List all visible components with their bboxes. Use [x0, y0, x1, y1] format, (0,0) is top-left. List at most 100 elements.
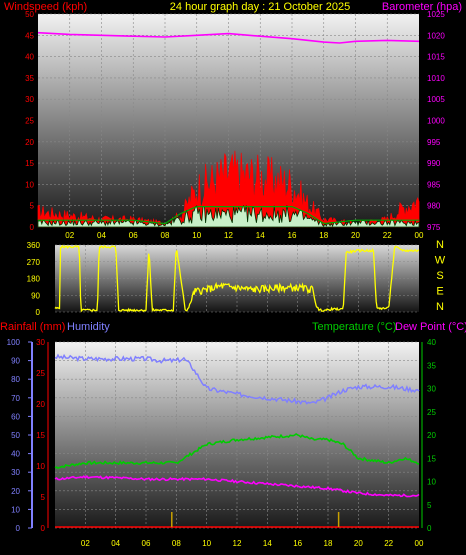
humidity-series-line — [54, 353, 420, 406]
rainfall-y-tick-label: 5 — [41, 493, 46, 502]
wind-axis-title: Windspeed (kph) — [4, 1, 87, 13]
wind-y-ticks: 0 5 10 15 20 25 30 35 40 45 50 — [25, 10, 34, 232]
pressure-y-tick-label: 1000 — [427, 117, 445, 126]
pressure-series-line — [37, 31, 420, 44]
humidity-y-tick-label: 30 — [11, 468, 20, 477]
direction-y-ticks: 0 90 180 270 360 — [27, 241, 41, 317]
pressure-y-tick-label: 985 — [427, 180, 441, 189]
humidity-y-tick-label: 90 — [11, 357, 20, 366]
temperature-x-tick-label: 20 — [354, 539, 363, 548]
temperature-x-tick-label: 02 — [81, 539, 90, 548]
pressure-y-tick-label: 995 — [427, 138, 441, 147]
wind-y-tick-label: 20 — [25, 138, 34, 147]
wind-average-line — [38, 206, 419, 225]
rainfall-y-tick-label: 30 — [36, 338, 45, 347]
wind-x-tick-label: 10 — [192, 231, 201, 240]
wind-y-tick-label: 10 — [25, 180, 34, 189]
temperature-y-tick-label: 40 — [427, 338, 436, 347]
wind-series-area — [37, 205, 420, 228]
wind-x-tick-label: 14 — [256, 231, 265, 240]
barometer-axis-title: Barometer (hpa) — [382, 1, 462, 13]
wind-x-tick-label: 20 — [351, 231, 360, 240]
wind-x-tick-label: 06 — [129, 231, 138, 240]
compass-label: E — [436, 286, 443, 298]
temperature-y-tick-label: 15 — [427, 454, 436, 463]
pressure-y-tick-label: 1015 — [427, 53, 445, 62]
wind-x-ticks: 02 04 06 08 10 12 14 16 18 20 22 00 — [65, 231, 424, 240]
humidity-y-tick-label: 80 — [11, 375, 20, 384]
wind-x-tick-label: 16 — [288, 231, 297, 240]
pressure-y-tick-label: 1010 — [427, 74, 445, 83]
temperature-y-tick-label: 30 — [427, 385, 436, 394]
dewpoint-series-line — [54, 475, 420, 498]
temperature-axes: 0 10 20 30 40 50 60 70 80 90 100 0 5 10 15 20 25 30 0 5 10 15… — [7, 338, 437, 533]
direction-y-tick-label: 90 — [31, 291, 40, 300]
temperature-x-tick-label: 18 — [324, 539, 333, 548]
rainfall-y-tick-label: 25 — [36, 369, 45, 378]
temperature-x-tick-label: 06 — [142, 539, 151, 548]
temperature-axis-title: Temperature (°C) — [312, 321, 396, 333]
pressure-y-tick-label: 1020 — [427, 31, 445, 40]
temperature-y-tick-label: 5 — [427, 501, 432, 510]
wind-y-tick-label: 5 — [30, 202, 35, 211]
pressure-y-tick-label: 990 — [427, 159, 441, 168]
wind-y-tick-label: 35 — [25, 74, 34, 83]
pressure-y-tick-label: 1005 — [427, 95, 445, 104]
wind-y-tick-label: 45 — [25, 31, 34, 40]
temperature-x-tick-label: 04 — [111, 539, 120, 548]
temperature-series-line — [54, 433, 420, 470]
direction-y-tick-label: 270 — [27, 258, 41, 267]
wind-y-tick-label: 25 — [25, 117, 34, 126]
direction-series — [54, 244, 420, 313]
pressure-y-tick-label: 980 — [427, 202, 441, 211]
wind-y-tick-label: 15 — [25, 159, 34, 168]
dewpoint-axis-title: Dew Point (°C) — [395, 321, 466, 333]
wind-series — [37, 31, 420, 228]
humidity-y-tick-label: 40 — [11, 450, 20, 459]
wind-y-tick-label: 50 — [25, 10, 34, 19]
wind-x-tick-label: 04 — [97, 231, 106, 240]
compass-label: S — [436, 270, 443, 282]
humidity-y-tick-label: 10 — [11, 505, 20, 514]
humidity-y-tick-label: 100 — [7, 338, 21, 347]
temperature-y-tick-label: 20 — [427, 431, 436, 440]
wind-x-tick-label: 02 — [65, 231, 74, 240]
temperature-y-tick-label: 35 — [427, 361, 436, 370]
rainfall-y-tick-label: 0 — [41, 524, 46, 533]
compass-label: W — [435, 255, 446, 267]
rainfall-y-tick-label: 10 — [36, 462, 45, 471]
pressure-y-tick-label: 975 — [427, 223, 441, 232]
temperature-series — [54, 353, 420, 528]
temperature-x-tick-label: 08 — [172, 539, 181, 548]
compass-label: N — [436, 301, 444, 313]
temperature-x-ticks: 02 04 06 08 10 12 14 16 18 20 22 00 — [81, 539, 424, 548]
direction-grid — [55, 244, 419, 313]
wind-y-tick-label: 40 — [25, 53, 34, 62]
wind-x-tick-label: 18 — [319, 231, 328, 240]
temperature-x-tick-label: 16 — [293, 539, 302, 548]
humidity-y-tick-label: 60 — [11, 412, 20, 421]
compass-label: N — [436, 239, 444, 251]
pressure-y-ticks: 975 980 985 990 995 1000 1005 1010 1015 1020 1025 — [427, 10, 445, 232]
humidity-axis-title: Humidity — [67, 321, 110, 333]
graph-title: 24 hour graph day : 21 October 2025 — [170, 1, 350, 13]
wind-x-tick-label: 12 — [224, 231, 233, 240]
direction-y-tick-label: 180 — [27, 275, 41, 284]
rainfall-y-tick-label: 15 — [36, 431, 45, 440]
wind-y-tick-label: 30 — [25, 95, 34, 104]
rainfall-axis-title: Rainfall (mm) — [0, 321, 65, 333]
humidity-y-tick-label: 50 — [11, 431, 20, 440]
temperature-x-tick-label: 22 — [384, 539, 393, 548]
humidity-y-tick-label: 20 — [11, 487, 20, 496]
direction-y-tick-label: 360 — [27, 241, 41, 250]
wind-x-tick-label: 08 — [161, 231, 170, 240]
wind-x-tick-label: 00 — [415, 231, 424, 240]
humidity-y-tick-label: 0 — [16, 524, 21, 533]
rainfall-y-tick-label: 20 — [36, 400, 45, 409]
direction-series-line — [54, 244, 420, 313]
temperature-x-tick-label: 12 — [233, 539, 242, 548]
direction-y-tick-label: 0 — [36, 308, 41, 317]
temperature-y-tick-label: 25 — [427, 408, 436, 417]
